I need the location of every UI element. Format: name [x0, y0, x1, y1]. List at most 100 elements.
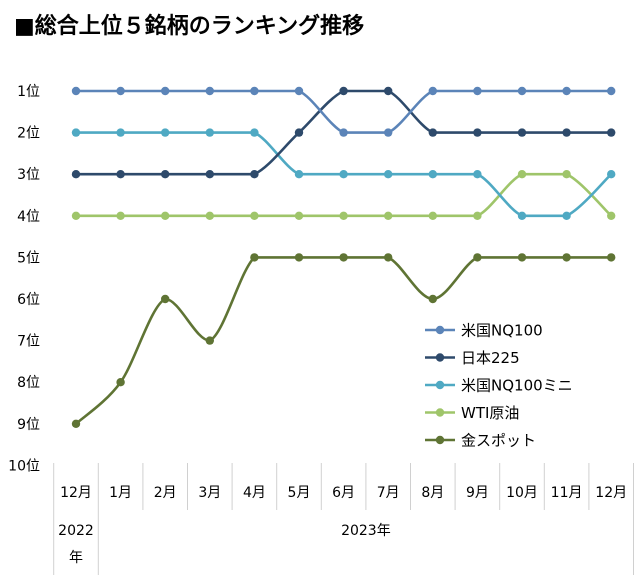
data-point	[339, 253, 348, 262]
y-tick-label: 9位	[17, 417, 40, 433]
data-point	[71, 419, 81, 428]
data-point	[116, 211, 125, 220]
y-tick-label: 5位	[17, 250, 40, 266]
y-tick-label: 3位	[17, 167, 40, 183]
x-axis-tick-labels: 12月 1月 2月 3月 4月 5月 6月 7月 8月 9月 10月 11月 12月	[60, 485, 627, 501]
data-point	[562, 253, 571, 262]
data-point	[384, 128, 393, 137]
data-point	[473, 170, 482, 179]
series-金スポット	[71, 253, 616, 428]
data-point	[205, 86, 214, 96]
data-point	[116, 170, 125, 179]
data-point	[294, 253, 304, 262]
y-tick-label: 2位	[17, 126, 40, 142]
data-point	[517, 86, 527, 96]
y-tick-label: 6位	[17, 292, 40, 308]
series-WTI原油	[71, 170, 616, 220]
data-point	[428, 170, 437, 179]
legend-swatch-marker	[435, 353, 445, 362]
y-tick-label: 1位	[17, 84, 40, 100]
legend-label: 日本225	[461, 349, 520, 367]
data-point	[116, 86, 125, 96]
data-point	[161, 294, 170, 304]
data-point	[428, 86, 437, 96]
data-point	[339, 128, 348, 137]
data-point	[473, 253, 482, 262]
data-point	[384, 86, 393, 96]
data-point	[473, 211, 482, 220]
legend-swatch-marker	[435, 380, 445, 390]
series-米国NQ100ミニ	[71, 128, 616, 220]
data-point	[517, 211, 527, 220]
data-point	[562, 211, 571, 220]
data-point	[250, 253, 259, 262]
legend-label: 米国NQ100	[461, 322, 543, 340]
x-tick-label: 2月	[154, 485, 177, 501]
legend-item: 金スポット	[425, 432, 536, 450]
data-point	[294, 128, 304, 137]
data-point	[250, 211, 259, 220]
legend-swatch-marker	[435, 325, 445, 335]
data-point	[250, 86, 259, 96]
data-point	[607, 128, 616, 137]
data-point	[339, 211, 348, 220]
data-point	[339, 170, 348, 179]
data-point	[384, 211, 393, 220]
series-米国NQ100	[71, 86, 616, 137]
data-point	[384, 253, 393, 262]
data-point	[562, 170, 571, 179]
legend-item: 米国NQ100ミニ	[425, 377, 573, 395]
legend-item: WTI原油	[425, 404, 519, 422]
x-tick-label: 8月	[421, 485, 444, 501]
x-tick-label: 1月	[109, 485, 132, 501]
legend-item: 日本225	[425, 349, 520, 367]
year-group-labels: 2022 年 2023年	[58, 523, 391, 566]
data-point	[562, 86, 571, 96]
data-point	[473, 86, 482, 96]
data-point	[294, 211, 304, 220]
legend-label: 金スポット	[461, 432, 536, 450]
data-point	[517, 253, 527, 262]
data-point	[294, 170, 304, 179]
x-tick-label: 6月	[332, 485, 355, 501]
data-point	[473, 128, 482, 137]
data-point	[161, 170, 170, 179]
legend-label: 米国NQ100ミニ	[461, 377, 573, 395]
data-point	[71, 128, 81, 137]
legend-swatch-marker	[435, 408, 445, 417]
category-table-lines	[53, 463, 634, 575]
year-group-label: 2023年	[341, 523, 391, 539]
data-point	[607, 170, 616, 179]
y-tick-label: 8位	[17, 375, 40, 391]
data-point	[384, 170, 393, 179]
x-tick-label: 12月	[60, 485, 92, 501]
data-point	[205, 336, 214, 345]
data-point	[161, 86, 170, 96]
series-layer	[71, 86, 616, 428]
legend-label: WTI原油	[461, 404, 519, 422]
data-point	[607, 86, 616, 96]
x-tick-label: 9月	[466, 485, 489, 501]
series-line	[76, 172, 613, 218]
data-point	[71, 86, 81, 96]
data-point	[71, 211, 81, 220]
chart-title: ■総合上位５銘柄のランキング推移	[14, 14, 365, 39]
year-group-label: 2022 年	[58, 523, 94, 566]
series-日本225	[71, 86, 616, 179]
data-point	[517, 170, 527, 179]
data-point	[428, 128, 437, 137]
data-point	[250, 128, 259, 137]
y-tick-label: 7位	[17, 334, 40, 350]
x-tick-label: 3月	[198, 485, 221, 501]
x-tick-label: 4月	[243, 485, 266, 501]
data-point	[562, 128, 571, 137]
series-line	[75, 256, 612, 425]
legend-swatch-marker	[435, 435, 445, 445]
x-tick-label: 12月	[595, 485, 627, 501]
legend-item: 米国NQ100	[425, 322, 543, 340]
x-tick-label: 5月	[288, 485, 311, 501]
data-point	[339, 86, 348, 96]
y-tick-label: 10位	[8, 458, 40, 474]
data-point	[205, 211, 214, 220]
